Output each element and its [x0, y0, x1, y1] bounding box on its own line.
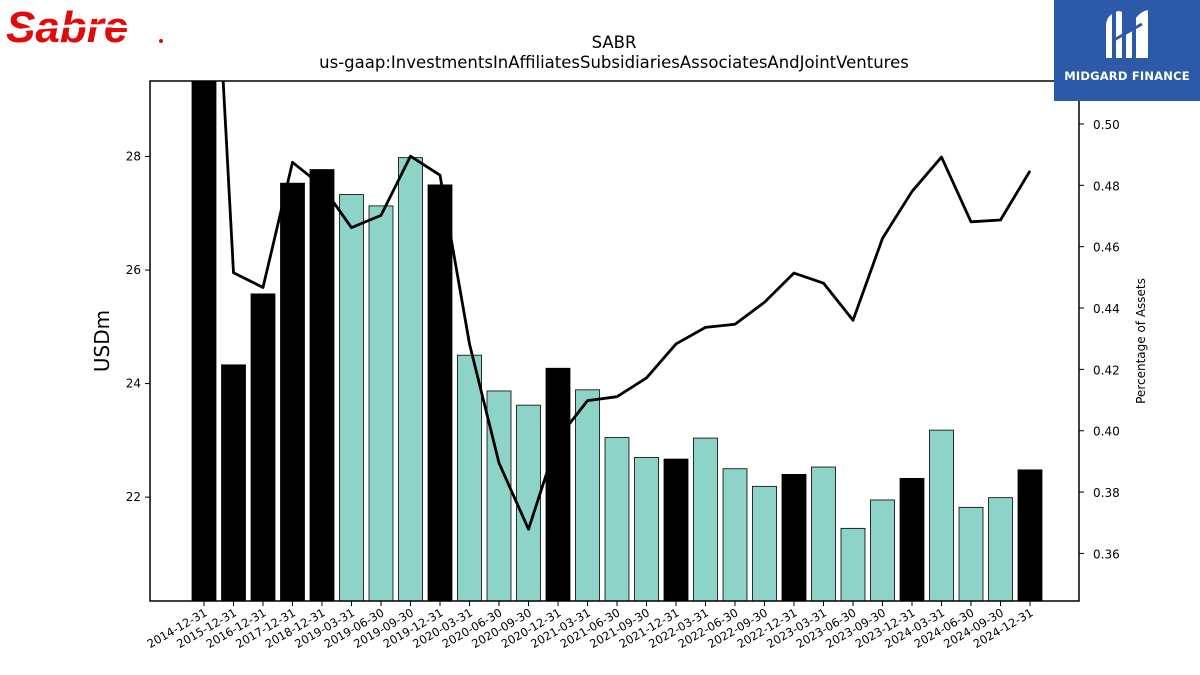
plot-frame — [149, 80, 1080, 602]
bar-2021-12-31 — [663, 458, 689, 601]
midgard-finance-logo: MIDGARD FINANCE — [1054, 0, 1200, 101]
bar-2014-12-31 — [191, 81, 217, 601]
right-tick-label: 0.48 — [1093, 179, 1120, 193]
left-tick-label: 22 — [126, 490, 141, 504]
bar-2022-12-31 — [781, 474, 807, 601]
bar-2022-06-30 — [722, 468, 748, 601]
left-tick-label: 28 — [126, 150, 141, 164]
right-tick-label: 0.38 — [1093, 486, 1120, 500]
bar-2020-12-31 — [545, 367, 571, 601]
bar-2019-09-30 — [398, 157, 423, 601]
bar-2015-12-31 — [221, 364, 246, 601]
x-axis-ticks: 2014-12-312015-12-312016-12-312017-12-31… — [145, 601, 1036, 651]
right-tick-label: 0.42 — [1093, 363, 1120, 377]
midgard-mark-icon — [1106, 10, 1148, 58]
bar-2023-09-30 — [870, 499, 895, 601]
bar-2016-12-31 — [250, 293, 276, 601]
bar-2020-06-30 — [486, 390, 512, 601]
right-axis-label: Percentage of Assets — [1134, 278, 1148, 404]
bar-2019-12-31 — [427, 184, 453, 601]
bar-2022-03-31 — [693, 437, 718, 601]
bar-2023-03-31 — [811, 466, 836, 601]
right-tick-label: 0.40 — [1093, 425, 1120, 439]
right-tick-label: 0.44 — [1093, 302, 1120, 316]
bar-2019-06-30 — [368, 205, 394, 601]
left-axis-ticks: 22 24 26 28 — [126, 150, 150, 504]
chart-subtitle: us-gaap:InvestmentsInAffiliatesSubsidiar… — [319, 53, 909, 72]
left-tick-label: 26 — [126, 263, 141, 277]
right-tick-label: 0.46 — [1093, 241, 1120, 255]
right-tick-label: 0.50 — [1093, 118, 1120, 132]
bar-2022-09-30 — [752, 485, 777, 601]
right-axis-ticks: 0.36 0.38 0.40 0.42 0.44 0.46 0.48 0.50 — [1079, 118, 1120, 561]
left-axis-label: USDm — [90, 310, 114, 372]
percentage-of-assets-line — [221, 81, 1032, 531]
right-tick-label: 0.36 — [1093, 547, 1120, 561]
midgard-finance-label: MIDGARD FINANCE — [1064, 69, 1190, 83]
bar-2020-03-31 — [457, 354, 482, 601]
bar-2017-12-31 — [280, 182, 305, 601]
bar-2018-12-31 — [309, 169, 335, 601]
sabre-logo: Sabre — [6, 3, 163, 48]
left-tick-label: 24 — [126, 377, 141, 391]
bar-2021-06-30 — [604, 437, 630, 601]
chart-title: SABR — [592, 33, 637, 52]
percentage-line-series — [221, 81, 1032, 531]
bar-2024-03-31 — [929, 429, 954, 601]
bar-2021-03-31 — [575, 389, 600, 601]
bar-2024-06-30 — [958, 506, 984, 601]
bar-2021-09-30 — [634, 456, 659, 601]
bar-2024-12-31 — [1017, 469, 1043, 601]
bar-2019-03-31 — [339, 194, 364, 601]
bar-series — [191, 81, 1043, 601]
bar-2024-09-30 — [988, 497, 1013, 601]
bar-2023-12-31 — [899, 477, 925, 601]
bar-2023-06-30 — [840, 527, 866, 601]
